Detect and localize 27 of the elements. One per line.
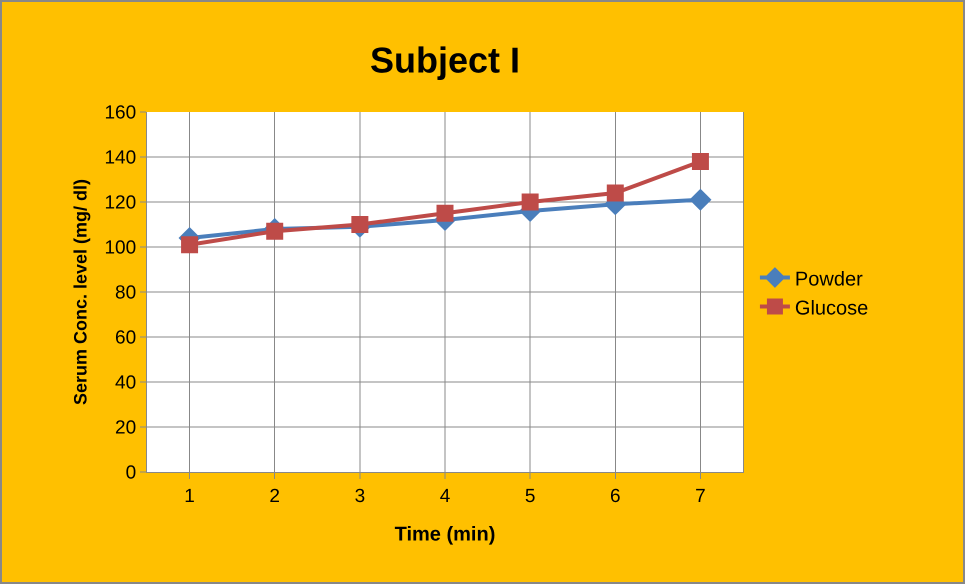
y-tick-label: 40 [115, 372, 136, 394]
x-tick-label: 5 [524, 486, 536, 507]
x-tick-label: 7 [695, 486, 706, 507]
y-tick-label: 20 [115, 418, 136, 439]
y-tick-label: 80 [115, 282, 136, 304]
x-tick-label: 6 [610, 486, 621, 507]
legend-label: Glucose [794, 297, 868, 320]
x-tick-label: 4 [440, 486, 451, 507]
x-tick-label: 3 [354, 486, 366, 507]
x-axis-title: Time (min) [394, 523, 496, 546]
point [181, 236, 198, 254]
point [689, 188, 712, 211]
y-tick-label: 160 [104, 102, 136, 124]
chart-title: Subject I [370, 40, 520, 81]
y-tick-label: 140 [104, 148, 136, 169]
y-tick-label: 0 [126, 462, 136, 484]
x-tick-label: 1 [184, 486, 195, 507]
point [692, 153, 709, 170]
y-tick-label: 100 [104, 238, 136, 259]
y-tick-label: 60 [115, 328, 136, 349]
legend-label: Powder [794, 268, 864, 290]
point [522, 194, 539, 210]
point [436, 204, 454, 222]
y-tick-label: 120 [104, 192, 136, 214]
y-axis-title: Serum Conc. level (mg/ dl) [70, 178, 91, 406]
point [606, 184, 624, 202]
x-tick-label: 2 [269, 486, 280, 507]
